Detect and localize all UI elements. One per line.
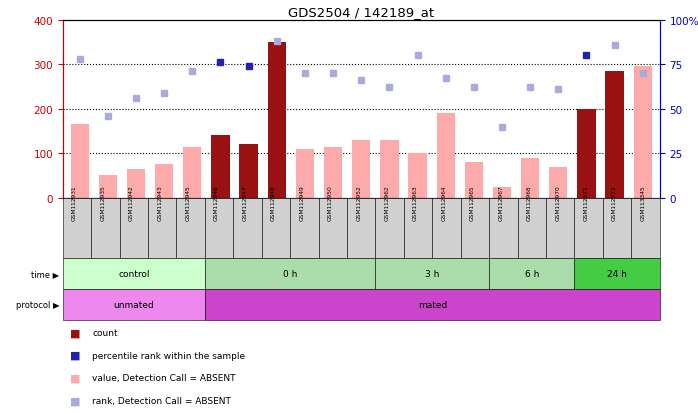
Text: GSM112947: GSM112947 (242, 185, 248, 221)
Bar (155, 165, 173, 198)
Bar (211, 136, 230, 198)
Bar (549, 167, 567, 198)
Bar (465, 163, 483, 198)
Text: ■: ■ (70, 396, 80, 406)
Bar (521, 158, 540, 198)
Bar (98, 176, 117, 198)
Text: GSM112942: GSM112942 (129, 185, 134, 221)
Bar (408, 154, 426, 198)
Text: GSM112935: GSM112935 (101, 185, 105, 221)
Text: rank, Detection Call = ABSENT: rank, Detection Call = ABSENT (92, 396, 231, 405)
Text: control: control (118, 269, 149, 278)
Bar (239, 145, 258, 198)
Text: GSM112972: GSM112972 (612, 185, 617, 221)
Text: GSM112965: GSM112965 (470, 185, 475, 221)
Bar (577, 109, 595, 198)
Text: GSM112949: GSM112949 (299, 185, 304, 221)
Text: GSM112948: GSM112948 (271, 185, 276, 221)
Text: GSM112962: GSM112962 (385, 185, 389, 221)
Text: ■: ■ (70, 328, 80, 337)
Bar (267, 43, 286, 198)
Bar (634, 67, 652, 198)
Text: GSM112931: GSM112931 (72, 185, 77, 221)
Text: 0 h: 0 h (283, 269, 297, 278)
Text: GSM112950: GSM112950 (328, 185, 333, 221)
Text: GSM112946: GSM112946 (214, 185, 219, 221)
Text: time ▶: time ▶ (31, 269, 59, 278)
Text: GSM112943: GSM112943 (157, 185, 162, 221)
Text: GSM112945: GSM112945 (186, 185, 191, 221)
Text: GSM112971: GSM112971 (584, 185, 588, 221)
Text: GSM112963: GSM112963 (413, 185, 418, 221)
Text: GSM112968: GSM112968 (527, 185, 532, 221)
Bar (183, 147, 202, 198)
Bar (605, 72, 624, 198)
Text: mated: mated (417, 300, 447, 309)
Bar (296, 150, 314, 198)
Text: ■: ■ (70, 350, 80, 360)
Text: protocol ▶: protocol ▶ (16, 300, 59, 309)
Bar (436, 114, 455, 198)
Text: GDS2504 / 142189_at: GDS2504 / 142189_at (288, 6, 434, 19)
Text: unmated: unmated (114, 300, 154, 309)
Bar (352, 140, 371, 198)
Text: 3 h: 3 h (425, 269, 440, 278)
Text: count: count (92, 328, 118, 337)
Bar (70, 125, 89, 198)
Bar (324, 147, 342, 198)
Text: value, Detection Call = ABSENT: value, Detection Call = ABSENT (92, 373, 236, 382)
Text: GSM112967: GSM112967 (498, 185, 503, 221)
Text: ■: ■ (70, 373, 80, 383)
Text: 24 h: 24 h (607, 269, 627, 278)
Text: GSM113345: GSM113345 (640, 185, 646, 221)
Bar (127, 169, 145, 198)
Bar (380, 140, 399, 198)
Text: GSM112964: GSM112964 (441, 185, 447, 221)
Text: percentile rank within the sample: percentile rank within the sample (92, 351, 245, 360)
Bar (493, 187, 511, 198)
Text: GSM112952: GSM112952 (356, 185, 362, 221)
Text: 6 h: 6 h (524, 269, 539, 278)
Text: GSM112970: GSM112970 (555, 185, 560, 221)
